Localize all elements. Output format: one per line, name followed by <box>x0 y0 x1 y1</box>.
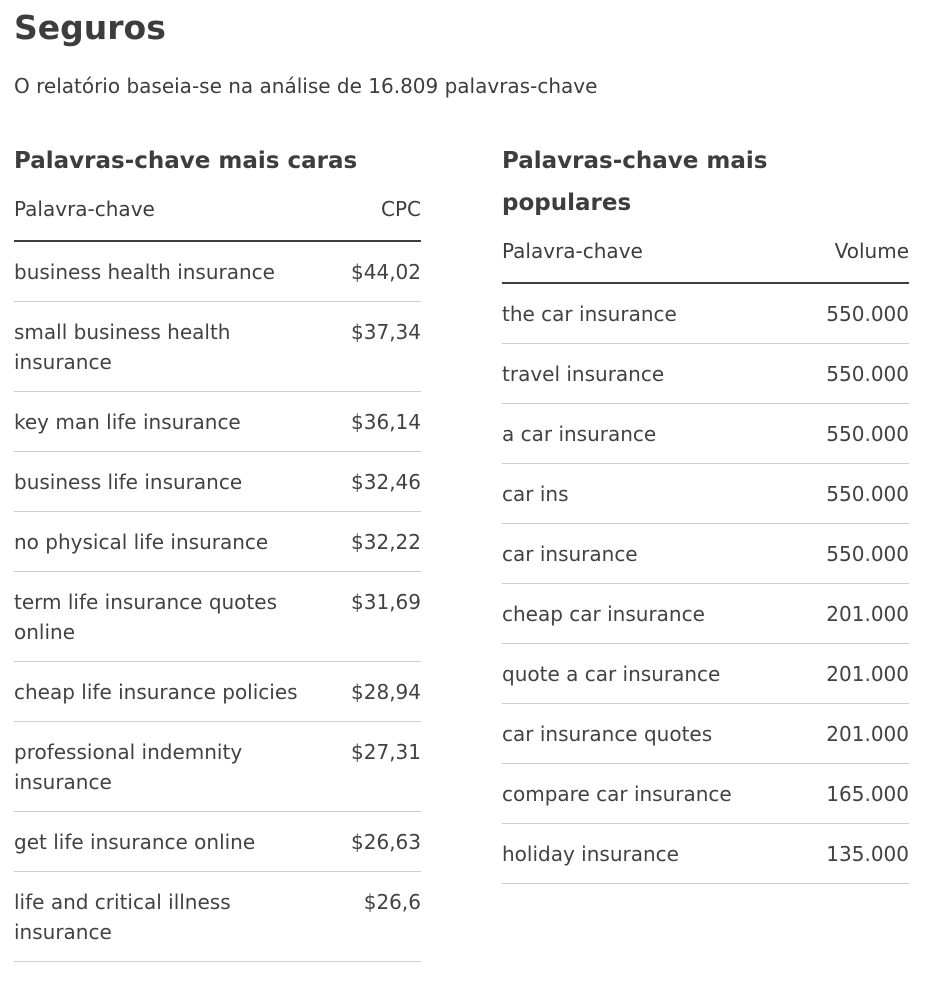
cpc-cell: $26,6 <box>363 890 421 914</box>
cpc-cell: $32,46 <box>351 470 421 494</box>
keyword-cell: compare car insurance <box>502 782 732 806</box>
table-row: business health insurance $44,02 <box>14 242 421 302</box>
tables-container: Palavras-chave mais caras Palavra-chave … <box>14 140 924 962</box>
volume-cell: 550.000 <box>826 302 909 326</box>
expensive-keywords-section: Palavras-chave mais caras Palavra-chave … <box>14 140 421 962</box>
keyword-column-header: Palavra-chave <box>14 197 155 221</box>
cpc-column-header: CPC <box>381 197 421 221</box>
table-row: get life insurance online $26,63 <box>14 812 421 872</box>
keyword-cell: cheap car insurance <box>502 602 705 626</box>
table-row: car insurance 550.000 <box>502 524 909 584</box>
keyword-column-header: Palavra-chave <box>502 239 643 263</box>
volume-cell: 550.000 <box>826 542 909 566</box>
table-row: cheap life insurance policies $28,94 <box>14 662 421 722</box>
table-row: business life insurance $32,46 <box>14 452 421 512</box>
cpc-cell: $26,63 <box>351 830 421 854</box>
table-row: professional indemnity insurance $27,31 <box>14 722 421 812</box>
volume-cell: 165.000 <box>826 782 909 806</box>
keyword-cell: cheap life insurance policies <box>14 680 298 704</box>
volume-cell: 550.000 <box>826 362 909 386</box>
table-row: holiday insurance 135.000 <box>502 824 909 884</box>
keyword-cell: quote a car insurance <box>502 662 721 686</box>
keyword-cell: professional indemnity insurance <box>14 740 243 794</box>
page-title: Seguros <box>14 8 166 47</box>
cpc-cell: $32,22 <box>351 530 421 554</box>
table-row: car ins 550.000 <box>502 464 909 524</box>
cpc-cell: $31,69 <box>351 590 421 614</box>
table-row: no physical life insurance $32,22 <box>14 512 421 572</box>
cpc-cell: $28,94 <box>351 680 421 704</box>
keyword-cell: life and critical illness insurance <box>14 890 231 944</box>
keyword-cell: term life insurance quotes online <box>14 590 277 644</box>
volume-cell: 135.000 <box>826 842 909 866</box>
table-row: term life insurance quotes online $31,69 <box>14 572 421 662</box>
cpc-cell: $27,31 <box>351 740 421 764</box>
table-row: cheap car insurance 201.000 <box>502 584 909 644</box>
volume-cell: 201.000 <box>826 602 909 626</box>
popular-section-title: Palavras-chave mais populares <box>502 148 768 216</box>
cpc-cell: $44,02 <box>351 260 421 284</box>
table-row: the car insurance 550.000 <box>502 284 909 344</box>
table-row: quote a car insurance 201.000 <box>502 644 909 704</box>
keyword-cell: key man life insurance <box>14 410 241 434</box>
expensive-section-title: Palavras-chave mais caras <box>14 148 358 174</box>
keyword-cell: no physical life insurance <box>14 530 269 554</box>
expensive-table-header-row: Palavra-chave CPC <box>14 182 421 242</box>
volume-column-header: Volume <box>834 239 909 263</box>
keyword-cell: travel insurance <box>502 362 665 386</box>
table-row: key man life insurance $36,14 <box>14 392 421 452</box>
keyword-cell: a car insurance <box>502 422 657 446</box>
volume-cell: 550.000 <box>826 422 909 446</box>
keyword-cell: business health insurance <box>14 260 275 284</box>
keyword-cell: small business health insurance <box>14 320 231 374</box>
table-row: compare car insurance 165.000 <box>502 764 909 824</box>
keyword-cell: car insurance <box>502 542 638 566</box>
cpc-cell: $37,34 <box>351 320 421 344</box>
table-row: life and critical illness insurance $26,… <box>14 872 421 962</box>
table-row: travel insurance 550.000 <box>502 344 909 404</box>
report-subtitle: O relatório baseia-se na análise de 16.8… <box>14 74 598 98</box>
table-row: small business health insurance $37,34 <box>14 302 421 392</box>
cpc-cell: $36,14 <box>351 410 421 434</box>
keyword-cell: car ins <box>502 482 569 506</box>
popular-table-header-row: Palavra-chave Volume <box>502 224 909 284</box>
keyword-cell: holiday insurance <box>502 842 679 866</box>
table-row: a car insurance 550.000 <box>502 404 909 464</box>
table-row: car insurance quotes 201.000 <box>502 704 909 764</box>
volume-cell: 550.000 <box>826 482 909 506</box>
keyword-cell: the car insurance <box>502 302 677 326</box>
popular-keywords-section: Palavras-chave mais populares Palavra-ch… <box>502 140 909 884</box>
keyword-cell: car insurance quotes <box>502 722 713 746</box>
volume-cell: 201.000 <box>826 722 909 746</box>
volume-cell: 201.000 <box>826 662 909 686</box>
keyword-cell: get life insurance online <box>14 830 256 854</box>
keyword-cell: business life insurance <box>14 470 243 494</box>
